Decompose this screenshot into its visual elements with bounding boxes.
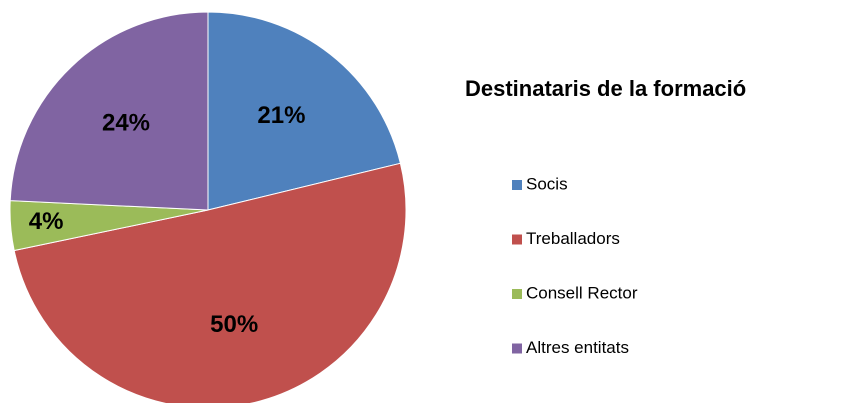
legend-swatch <box>512 289 522 299</box>
data-label: 21% <box>257 102 305 129</box>
legend-swatch <box>512 343 522 354</box>
data-label: 50% <box>210 311 258 338</box>
legend-swatch <box>512 234 522 245</box>
legend-label: Altres entitats <box>526 338 629 357</box>
data-label: 4% <box>29 208 64 235</box>
pie-slice <box>13 162 407 403</box>
legend-label: Socis <box>526 174 568 193</box>
pie-slice <box>207 11 402 211</box>
pie-slice <box>9 11 209 211</box>
chart-title: Destinataris de la formació <box>465 76 746 101</box>
legend-swatch <box>512 180 522 190</box>
data-label: 24% <box>102 109 150 136</box>
legend-label: Treballadors <box>526 229 620 248</box>
legend-label: Consell Rector <box>526 283 638 302</box>
